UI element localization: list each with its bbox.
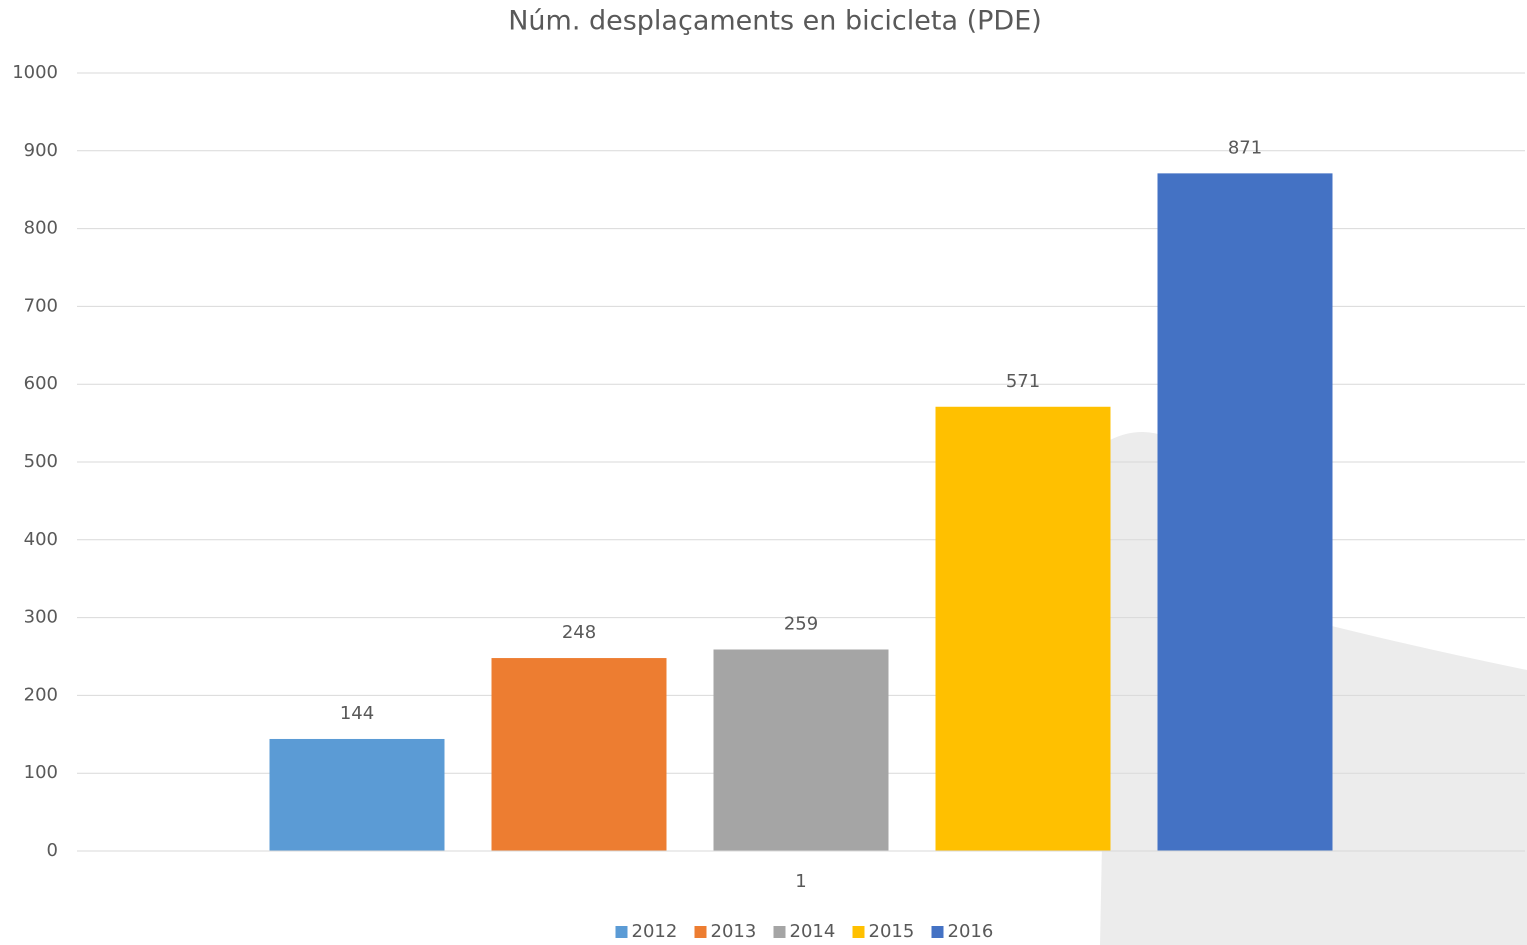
bar — [269, 738, 445, 851]
chart-title: Núm. desplaçaments en bicicleta (PDE) — [508, 6, 1042, 37]
legend-label: 2013 — [711, 921, 757, 942]
x-tick-label: 1 — [795, 871, 806, 892]
y-tick-label: 300 — [24, 607, 58, 628]
legend-swatch — [773, 926, 786, 938]
bar — [491, 658, 667, 851]
legend-label: 2015 — [869, 921, 915, 942]
legend-swatch — [694, 926, 707, 938]
y-tick-label: 500 — [24, 451, 58, 472]
y-tick-label: 900 — [24, 140, 58, 161]
data-label: 248 — [562, 622, 596, 643]
y-tick-label: 1000 — [12, 62, 58, 83]
legend-label: 2014 — [790, 921, 836, 942]
bar — [713, 649, 889, 851]
y-tick-label: 200 — [24, 684, 58, 705]
data-label: 144 — [340, 703, 374, 724]
data-label: 571 — [1006, 371, 1040, 392]
y-tick-label: 700 — [24, 295, 58, 316]
y-tick-label: 100 — [24, 762, 58, 783]
legend-swatch — [931, 926, 944, 938]
y-tick-label: 400 — [24, 529, 58, 550]
data-label: 259 — [784, 613, 818, 634]
data-label: 871 — [1228, 137, 1262, 158]
y-tick-label: 600 — [24, 373, 58, 394]
bar — [935, 406, 1111, 851]
legend-swatch — [852, 926, 865, 938]
bar — [1157, 173, 1333, 851]
y-tick-label: 800 — [24, 218, 58, 239]
y-tick-label: 0 — [47, 840, 58, 861]
legend-label: 2016 — [948, 921, 994, 942]
legend-label: 2012 — [632, 921, 678, 942]
legend-swatch — [615, 926, 628, 938]
